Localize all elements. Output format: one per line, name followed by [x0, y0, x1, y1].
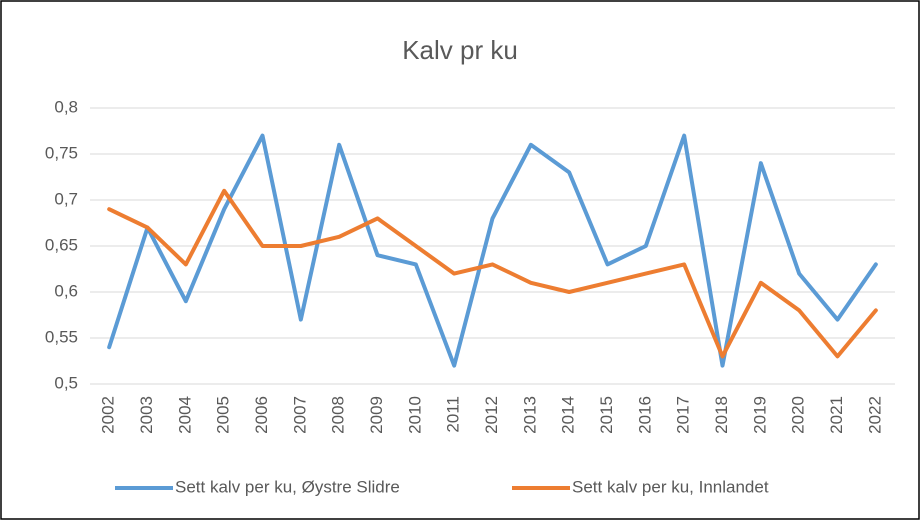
x-tick-label: 2016 [635, 396, 654, 434]
x-tick-label: 2007 [290, 396, 309, 434]
legend-label: Sett kalv per ku, Innlandet [572, 477, 769, 496]
y-tick-label: 0,8 [54, 97, 78, 116]
chart-title: Kalv pr ku [402, 35, 518, 65]
x-tick-label: 2008 [329, 396, 348, 434]
x-tick-label: 2022 [865, 396, 884, 434]
x-tick-label: 2019 [750, 396, 769, 434]
y-tick-label: 0,5 [54, 373, 78, 392]
y-tick-label: 0,55 [45, 327, 78, 346]
series-line [107, 188, 878, 359]
y-tick-label: 0,7 [54, 189, 78, 208]
x-tick-label: 2004 [175, 396, 194, 434]
x-tick-label: 2005 [214, 396, 233, 434]
series-line [107, 133, 878, 368]
x-tick-label: 2014 [559, 396, 578, 434]
legend-label: Sett kalv per ku, Øystre Slidre [175, 477, 400, 496]
y-tick-label: 0,75 [45, 143, 78, 162]
x-tick-label: 2021 [827, 396, 846, 434]
x-tick-label: 2002 [99, 396, 118, 434]
x-tick-label: 2015 [597, 396, 616, 434]
y-tick-label: 0,65 [45, 235, 78, 254]
x-tick-label: 2010 [405, 396, 424, 434]
x-tick-label: 2017 [674, 396, 693, 434]
x-tick-label: 2018 [712, 396, 731, 434]
x-tick-label: 2013 [520, 396, 539, 434]
x-tick-label: 2003 [137, 396, 156, 434]
x-tick-label: 2011 [444, 396, 463, 433]
y-tick-label: 0,6 [54, 281, 78, 300]
x-tick-label: 2009 [367, 396, 386, 434]
x-tick-label: 2020 [789, 396, 808, 434]
x-tick-label: 2006 [252, 396, 271, 434]
x-tick-label: 2012 [482, 396, 501, 434]
